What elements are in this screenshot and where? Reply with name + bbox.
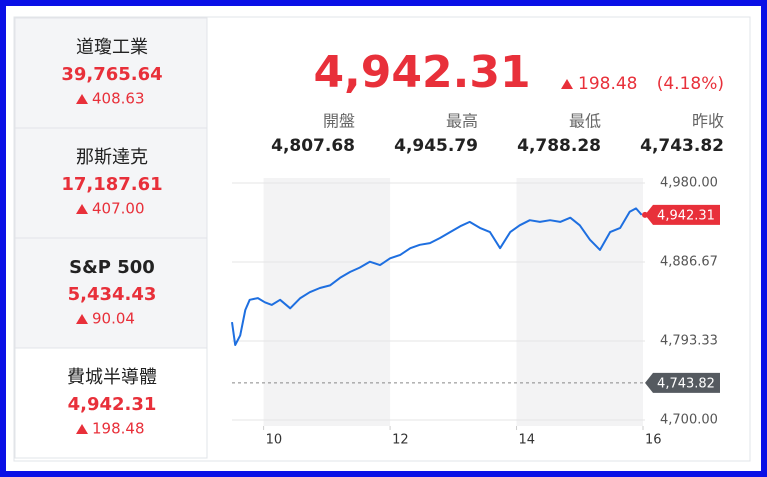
index-change: 407.00 (92, 200, 145, 218)
stat-value: 4,743.82 (640, 136, 724, 156)
stat-value: 4,788.28 (517, 136, 601, 156)
index-name: 那斯達克 (76, 147, 148, 168)
x-tick-label: 14 (519, 433, 536, 448)
index-price: 17,187.61 (61, 174, 162, 195)
index-name: S&P 500 (69, 257, 155, 278)
prev-close-badge (645, 372, 720, 393)
stat-label: 最高 (446, 112, 478, 131)
y-tick-label: 4,793.33 (660, 334, 718, 349)
y-tick-label: 4,886.67 (660, 254, 718, 269)
stat-value: 4,807.68 (271, 136, 355, 156)
stat-label: 開盤 (323, 112, 355, 131)
last-price-badge (645, 204, 720, 225)
x-tick-label: 12 (392, 433, 409, 448)
quote-change: 198.48 (578, 74, 637, 94)
index-tab[interactable] (14, 17, 208, 129)
last-price-label: 4,942.31 (657, 208, 715, 223)
y-tick-label: 4,980.00 (660, 176, 718, 191)
quote-percent: (4.18%) (657, 74, 724, 94)
up-arrow (76, 424, 88, 434)
stat-label: 最低 (569, 112, 601, 131)
time-band (516, 178, 643, 426)
index-price: 5,434.43 (68, 284, 157, 305)
stat-value: 4,945.79 (394, 136, 478, 156)
prev-close-label: 4,743.82 (657, 376, 715, 391)
y-tick-label: 4,700.00 (660, 413, 718, 428)
x-tick-label: 10 (266, 433, 283, 448)
index-price: 4,942.31 (68, 394, 157, 415)
index-change: 408.63 (92, 90, 145, 108)
up-arrow (76, 94, 88, 104)
index-name: 費城半導體 (67, 367, 157, 388)
up-arrow (76, 204, 88, 214)
index-price: 39,765.64 (61, 64, 162, 85)
index-tab[interactable] (14, 347, 208, 459)
up-arrow (76, 314, 88, 324)
x-tick-label: 16 (645, 433, 662, 448)
time-band (263, 178, 391, 426)
index-change: 90.04 (92, 310, 135, 328)
up-arrow (561, 79, 573, 89)
stat-label: 昨收 (692, 112, 724, 131)
index-name: 道瓊工業 (76, 37, 148, 58)
quote-price: 4,942.31 (313, 47, 530, 98)
price-line (231, 207, 643, 346)
index-tab[interactable] (14, 127, 208, 239)
index-tab[interactable] (14, 237, 208, 349)
index-change: 198.48 (92, 420, 145, 438)
